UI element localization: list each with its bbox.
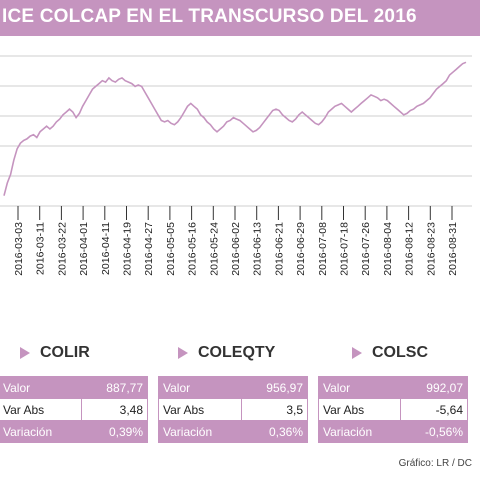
row-value: 3,5 bbox=[241, 398, 308, 421]
triangle-bullet-icon bbox=[352, 347, 362, 359]
x-tick-label: 2016-08-31 bbox=[447, 222, 459, 276]
row-label: Variación bbox=[0, 420, 83, 443]
table-row: Var Abs -5,64 bbox=[317, 398, 468, 421]
row-label: Var Abs bbox=[317, 398, 402, 421]
row-label: Var Abs bbox=[157, 398, 243, 421]
x-tick-label: 2016-07-18 bbox=[339, 222, 351, 276]
chart-grid bbox=[0, 55, 472, 207]
series-line-colcap bbox=[3, 61, 467, 196]
row-value: 887,77 bbox=[81, 376, 148, 399]
row-label: Valor bbox=[157, 376, 243, 399]
row-value: 0,36% bbox=[241, 420, 308, 443]
index-name: COLSC bbox=[372, 344, 428, 361]
x-tick-label: 2016-07-08 bbox=[317, 222, 329, 276]
row-value: 992,07 bbox=[400, 376, 468, 399]
row-label: Valor bbox=[317, 376, 402, 399]
table-row: Variación -0,56% bbox=[317, 420, 468, 443]
row-value: -0,56% bbox=[400, 420, 468, 443]
row-value: 956,97 bbox=[241, 376, 308, 399]
x-tick-label: 2016-08-12 bbox=[404, 222, 416, 276]
triangle-bullet-icon bbox=[20, 347, 30, 359]
index-block-colsc: COLSC bbox=[352, 340, 480, 366]
line-chart: 2016-03-03 2016-03-11 2016-03-22 2016-04-01… bbox=[0, 55, 472, 276]
x-tick-label: 2016-03-11 bbox=[35, 222, 47, 275]
table-row: Valor 887,77 bbox=[0, 376, 148, 399]
row-label: Var Abs bbox=[0, 398, 83, 421]
row-value: -5,64 bbox=[400, 398, 468, 421]
x-tick-label: 2016-05-24 bbox=[208, 222, 220, 276]
index-header: COLEQTY bbox=[178, 340, 328, 366]
row-label: Valor bbox=[0, 376, 83, 399]
row-value: 3,48 bbox=[81, 398, 148, 421]
table-row: Var Abs 3,48 bbox=[0, 398, 148, 421]
table-row: Valor 956,97 bbox=[157, 376, 308, 399]
index-block-coleqty: COLEQTY bbox=[178, 340, 328, 366]
row-label: Variación bbox=[317, 420, 402, 443]
x-tick-label: 2016-05-16 bbox=[187, 222, 199, 276]
index-name: COLIR bbox=[40, 344, 90, 361]
x-tick-label: 2016-07-26 bbox=[360, 222, 372, 276]
x-tick-label: 2016-03-03 bbox=[13, 222, 25, 276]
row-label: Variación bbox=[157, 420, 243, 443]
index-table-colsc: Valor 992,07 Var Abs -5,64 Variación -0,56% bbox=[317, 376, 468, 443]
index-name: COLEQTY bbox=[198, 344, 276, 361]
x-tick-label: 2016-06-02 bbox=[230, 222, 242, 276]
index-header: COLIR bbox=[20, 340, 170, 366]
x-tick-label: 2016-08-04 bbox=[382, 222, 394, 276]
index-block-colir: COLIR bbox=[20, 340, 170, 366]
x-tick-label: 2016-06-13 bbox=[252, 222, 264, 276]
table-row: Valor 992,07 bbox=[317, 376, 468, 399]
x-tick-label: 2016-06-21 bbox=[273, 222, 285, 276]
index-header: COLSC bbox=[352, 340, 480, 366]
chart-title-bar: ICE COLCAP EN EL TRANSCURSO DEL 2016 bbox=[0, 0, 480, 36]
x-tick-label: 2016-05-05 bbox=[165, 222, 177, 276]
x-tick-label: 2016-04-11 bbox=[100, 222, 112, 275]
x-tick-label: 2016-03-22 bbox=[56, 222, 68, 276]
x-tick-label: 2016-04-01 bbox=[78, 222, 90, 276]
table-row: Variación 0,36% bbox=[157, 420, 308, 443]
row-value: 0,39% bbox=[81, 420, 148, 443]
x-tick-label: 2016-06-29 bbox=[295, 222, 307, 276]
table-row: Variación 0,39% bbox=[0, 420, 148, 443]
index-table-colir: Valor 887,77 Var Abs 3,48 Variación 0,39% bbox=[0, 376, 148, 443]
x-tick-label: 2016-04-27 bbox=[143, 222, 155, 276]
x-axis-ticks: 2016-03-03 2016-03-11 2016-03-22 2016-04-01… bbox=[13, 206, 459, 276]
x-tick-label: 2016-08-23 bbox=[425, 222, 437, 276]
triangle-bullet-icon bbox=[178, 347, 188, 359]
index-table-coleqty: Valor 956,97 Var Abs 3,5 Variación 0,36% bbox=[157, 376, 308, 443]
chart-title: ICE COLCAP EN EL TRANSCURSO DEL 2016 bbox=[2, 6, 417, 27]
source-credit: Gráfico: LR / DC bbox=[398, 458, 472, 469]
table-row: Var Abs 3,5 bbox=[157, 398, 308, 421]
x-tick-label: 2016-04-19 bbox=[122, 222, 134, 276]
